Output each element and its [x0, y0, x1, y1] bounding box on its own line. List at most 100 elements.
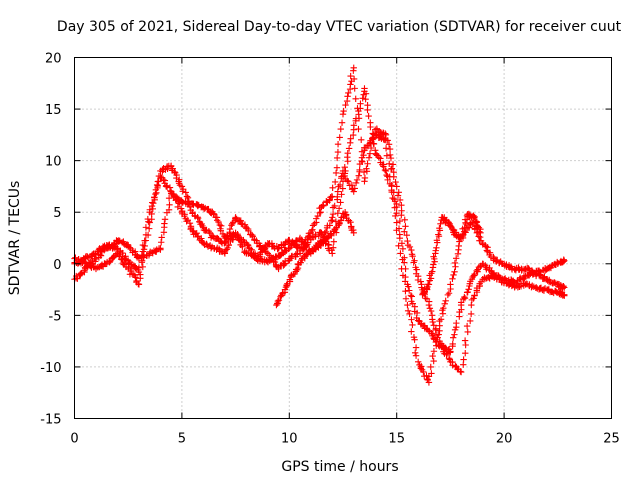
data-point	[385, 141, 393, 148]
data-point	[404, 237, 411, 245]
data-point	[324, 234, 332, 241]
data-point	[326, 222, 333, 229]
data-point	[118, 256, 126, 263]
data-point	[345, 89, 352, 97]
data-point	[464, 328, 471, 336]
data-point	[355, 172, 362, 179]
data-point	[274, 297, 282, 305]
data-point	[350, 188, 357, 195]
data-point	[189, 227, 196, 234]
data-point	[327, 230, 334, 237]
data-point	[323, 197, 330, 205]
data-point	[336, 134, 343, 141]
data-point	[433, 338, 440, 345]
data-point	[151, 196, 158, 203]
data-point	[392, 178, 399, 186]
data-point	[401, 216, 408, 223]
data-point	[342, 167, 349, 175]
data-point	[126, 244, 134, 251]
data-point	[271, 258, 279, 266]
data-point	[352, 95, 359, 103]
data-point	[179, 188, 186, 195]
data-point	[155, 172, 163, 180]
data-point	[353, 176, 361, 184]
data-point	[383, 171, 390, 179]
data-point	[106, 259, 113, 266]
data-point	[148, 216, 155, 223]
data-point	[337, 199, 344, 206]
data-point	[229, 220, 236, 227]
data-point	[365, 112, 372, 120]
data-point	[460, 356, 467, 363]
data-point	[390, 189, 397, 196]
data-point	[351, 185, 358, 192]
data-point	[329, 250, 336, 257]
data-point	[361, 85, 368, 92]
data-point	[96, 245, 103, 252]
data-point	[429, 318, 436, 326]
data-point	[393, 219, 400, 226]
data-point	[387, 165, 395, 173]
data-point	[450, 271, 457, 279]
data-point	[409, 253, 416, 260]
data-point	[395, 225, 403, 232]
data-point	[329, 184, 336, 191]
data-point	[452, 255, 460, 262]
data-point	[178, 183, 186, 190]
data-point	[148, 210, 155, 218]
data-point	[344, 150, 351, 157]
data-point	[215, 218, 222, 226]
data-point	[357, 100, 364, 107]
data-point	[425, 301, 433, 309]
data-point	[430, 322, 437, 329]
data-point	[97, 246, 104, 254]
data-point	[309, 222, 317, 229]
data-point	[345, 145, 353, 152]
data-point	[394, 192, 402, 199]
data-point	[417, 278, 424, 285]
data-point	[341, 163, 348, 171]
data-point	[411, 336, 418, 343]
data-point	[352, 115, 360, 122]
data-point	[167, 187, 174, 195]
series-track-5	[419, 210, 484, 298]
data-point	[328, 217, 335, 225]
data-point	[430, 348, 438, 355]
data-point	[429, 268, 436, 275]
data-point	[139, 263, 147, 271]
data-point	[399, 245, 407, 253]
data-point	[386, 145, 394, 153]
data-point	[336, 181, 344, 189]
data-point	[340, 107, 347, 115]
data-point	[185, 200, 192, 208]
y-tick-label: 10	[45, 155, 62, 170]
data-point	[329, 204, 337, 211]
series-track-2	[71, 130, 568, 386]
data-point	[414, 276, 422, 284]
data-point	[135, 264, 143, 271]
data-point	[163, 183, 171, 190]
x-tick-label: 10	[281, 432, 298, 447]
data-point	[144, 231, 152, 239]
data-point	[396, 231, 403, 238]
data-point	[475, 233, 482, 240]
data-point	[333, 164, 341, 171]
data-point	[364, 160, 371, 167]
data-point	[398, 211, 405, 219]
data-point	[329, 244, 337, 251]
data-point	[465, 286, 472, 293]
data-point	[92, 255, 100, 263]
data-point	[334, 141, 342, 148]
data-point	[158, 234, 165, 241]
data-point	[382, 167, 390, 175]
data-point	[225, 241, 233, 249]
data-point	[152, 186, 160, 193]
data-point	[402, 273, 409, 281]
data-point	[137, 271, 144, 278]
data-point	[445, 355, 453, 362]
series-track-1	[71, 64, 568, 376]
data-point	[529, 282, 536, 289]
data-point	[347, 81, 354, 88]
series-track-4	[273, 209, 357, 309]
data-point	[466, 317, 474, 325]
